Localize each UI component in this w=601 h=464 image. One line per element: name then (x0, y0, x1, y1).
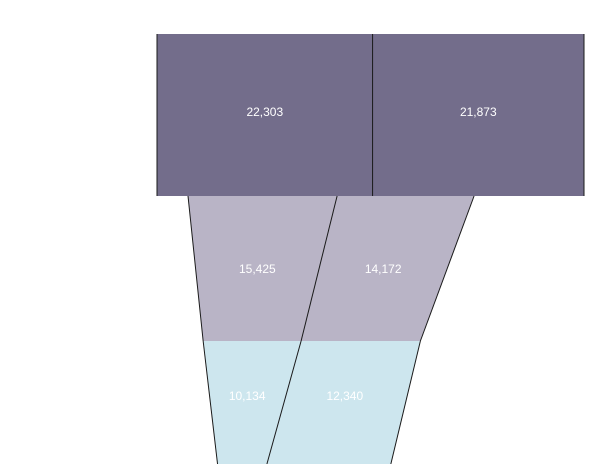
funnel-segment-1-a (157, 34, 373, 196)
value-label-stage-2-series-1: 15,425 (239, 262, 276, 276)
funnel-segment-2-b (301, 196, 475, 341)
value-label-stage-3-series-2: 12,340 (326, 389, 363, 403)
value-label-stage-1-series-1: 22,303 (246, 105, 283, 119)
funnel-right-edge-2 (419, 195, 475, 342)
funnel-segment-2-a (188, 196, 338, 341)
funnel-segments (156, 34, 585, 464)
funnel-segment-3-b (266, 341, 421, 464)
value-label-stage-2-series-2: 14,172 (365, 262, 402, 276)
funnel-segment-1-b (372, 34, 584, 196)
funnel-right-edge-3 (390, 340, 421, 464)
funnel-left-edge-2 (187, 195, 204, 342)
value-label-stage-1-series-2: 21,873 (460, 105, 497, 119)
funnel-divider-3 (266, 340, 302, 464)
funnel-divider-2 (300, 195, 338, 342)
funnel-segment-3-a (203, 341, 302, 464)
funnel-value-labels: 22,303 21,873 15,425 14,172 10,134 12,340 (229, 105, 497, 403)
value-label-stage-3-series-1: 10,134 (229, 389, 266, 403)
funnel-left-edge-3 (202, 340, 219, 464)
